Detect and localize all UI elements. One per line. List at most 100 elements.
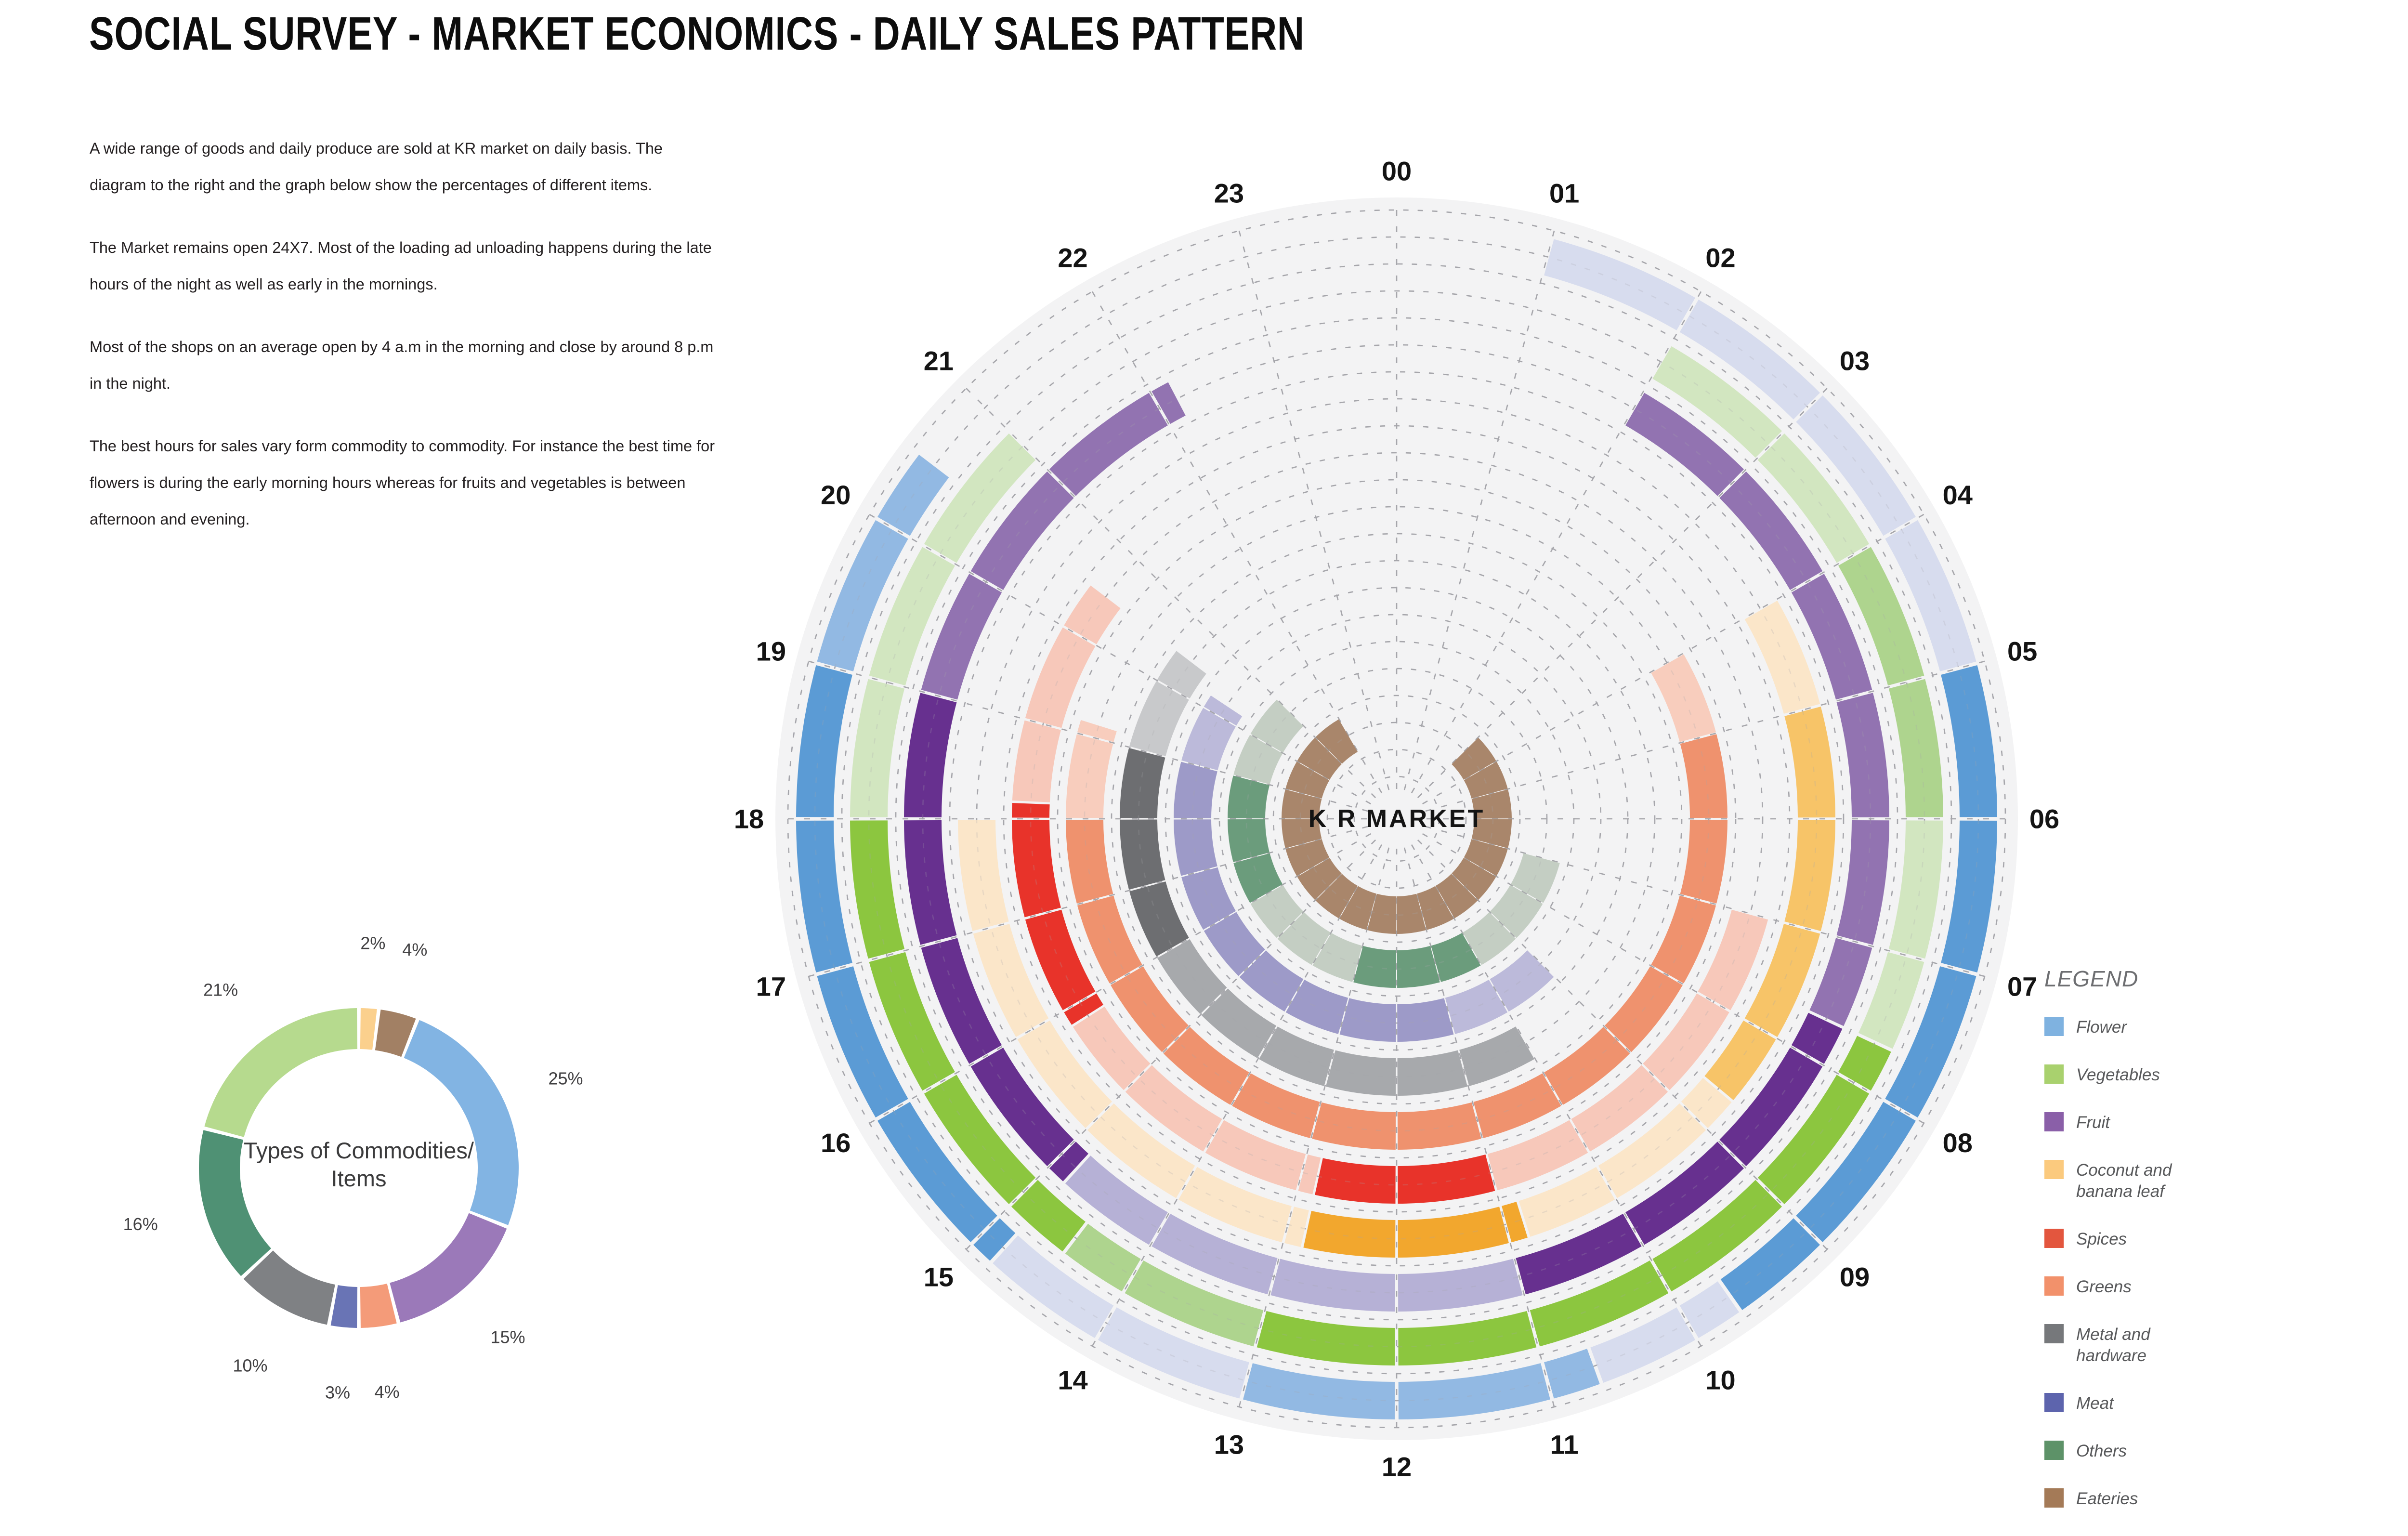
ring-segment-eateries — [1339, 886, 1376, 930]
ring-segment-fruit — [1049, 1142, 1088, 1182]
commodity-rings — [796, 239, 1997, 1419]
hour-label-02: 02 — [1705, 243, 1735, 273]
intro-text-block: A wide range of goods and daily produce … — [90, 130, 716, 564]
ring-segment-spices — [1571, 1065, 1668, 1152]
ring-segment-metal — [1120, 819, 1165, 890]
legend-label-fruit: Fruit — [2076, 1113, 2110, 1132]
hour-label-22: 22 — [1058, 243, 1087, 273]
ring-segment-metal — [1459, 1026, 1534, 1086]
ring-segment-vegetables — [1858, 952, 1924, 1049]
ring-segment-greens — [1680, 819, 1727, 904]
legend-label-eateries: Eateries — [2076, 1489, 2138, 1508]
ring-segment-vegetables — [924, 433, 1036, 563]
ring-segment-flower — [1398, 1363, 1550, 1419]
ring-segment-eateries — [1471, 789, 1512, 819]
ring-segment-flower — [1679, 300, 1820, 420]
ring-segment-coconut — [1704, 1020, 1776, 1100]
ring-segment-coconut — [1518, 1167, 1615, 1237]
ring-segment-eateries — [1417, 886, 1454, 930]
donut-slice-meat — [330, 1285, 358, 1328]
ring-segment-meat — [1181, 708, 1236, 771]
hour-label-19: 19 — [756, 636, 786, 666]
hour-label-21: 21 — [924, 345, 954, 376]
legend-swatch-icon-fruit — [2044, 1112, 2064, 1131]
ring-segment-vegetables — [1888, 820, 1943, 959]
ring-segment-fruit — [970, 1048, 1074, 1167]
hour-label-14: 14 — [1058, 1365, 1087, 1395]
ring-vegetables — [850, 346, 1943, 1365]
ring-segment-greens — [1397, 1102, 1481, 1150]
ring-flower — [796, 239, 1997, 1419]
ring-segment-flower — [973, 1218, 1016, 1261]
ring-segment-eateries — [1285, 839, 1330, 876]
ring-segment-vegetables — [1838, 547, 1924, 686]
legend-items: Flower Vegetables Fruit Coconut and banana … — [2044, 1017, 2343, 1510]
hour-label-11: 11 — [1550, 1430, 1579, 1460]
legend-item-fruit: Fruit — [2044, 1112, 2343, 1133]
ring-metal — [1120, 651, 1534, 1096]
donut-percent-label-meat: 3% — [325, 1382, 350, 1402]
donut-percent-label-vegetables: 21% — [203, 980, 238, 1000]
polar-grid — [784, 206, 2009, 1431]
legend-item-spices: Spices — [2044, 1229, 2343, 1250]
ring-segment-others — [1250, 885, 1304, 938]
ring-segment-coconut — [1681, 1078, 1732, 1129]
intro-paragraph-2: The Market remains open 24X7. Most of th… — [90, 239, 712, 293]
hour-labels: 00 01 02 03 04 05 06 07 08 09 10 11 12 13 14 15 16 17 18 19… — [734, 156, 2059, 1482]
legend-item-coconut: Coconut and banana leaf — [2044, 1160, 2343, 1202]
page-title: SOCIAL SURVEY - MARKET ECONOMICS - DAILY… — [89, 7, 1305, 60]
legend-swatch-icon-metal — [2044, 1324, 2064, 1343]
donut-percent-label-coconut: 2% — [360, 933, 385, 953]
ring-segment-meat — [1204, 695, 1243, 726]
ring-segment-spices — [1025, 627, 1096, 728]
ring-segment-vegetables — [1398, 1311, 1537, 1365]
ring-segment-fruit — [1791, 574, 1872, 700]
ring-segment-vegetables — [1125, 1260, 1264, 1347]
ring-segment-metal — [1129, 881, 1189, 957]
ring-segment-fruit — [1049, 393, 1168, 496]
ring-segment-eateries — [1464, 839, 1508, 876]
ring-segment-fruit — [1719, 471, 1823, 590]
donut-slice-vegetables — [204, 1008, 358, 1137]
ring-segment-coconut — [1178, 1167, 1292, 1243]
ring-segment-vegetables — [1065, 1223, 1141, 1292]
legend-label-spices: Spices — [2076, 1230, 2127, 1248]
donut-slice-fruit — [390, 1213, 507, 1323]
ring-segment-greens — [1544, 1026, 1630, 1105]
ring-segment-others — [1228, 819, 1270, 862]
ring-segment-others — [1463, 912, 1516, 965]
donut-slice-eateries — [375, 1010, 416, 1057]
daily-sales-radial-chart: 00 01 02 03 04 05 06 07 08 09 10 11 12 13 14 15 16 17 18 19… — [722, 142, 2071, 1491]
donut-slices — [199, 1008, 519, 1328]
donut-title: Types of Commodities/Items — [244, 1138, 474, 1191]
ring-segment-eateries — [1397, 893, 1426, 934]
ring-fruit — [904, 382, 1889, 1312]
ring-segment-flower — [1796, 1102, 1916, 1242]
legend-label-others: Others — [2076, 1442, 2127, 1460]
legend-item-vegetables: Vegetables — [2044, 1064, 2343, 1086]
legend-item-others: Others — [2044, 1441, 2343, 1462]
ring-segment-spices — [1012, 820, 1061, 918]
ring-segment-meat — [1239, 950, 1304, 1012]
ring-segment-metal — [1397, 1050, 1468, 1096]
legend-label-greens: Greens — [2076, 1277, 2132, 1296]
ring-others — [1228, 699, 1560, 988]
infographic-page: { "title": "SOCIAL SURVEY - MARKET ECONO… — [89, 7, 2172, 1508]
hour-label-06: 06 — [2029, 804, 2059, 834]
legend-swatch-icon-eateries — [2044, 1488, 2064, 1508]
donut-slice-greens — [360, 1283, 397, 1328]
legend-panel: LEGEND Flower Vegetables Fruit Coconut and … — [2044, 966, 2343, 1536]
ring-segment-metal — [1259, 1026, 1334, 1086]
hour-label-09: 09 — [1840, 1262, 1870, 1292]
ring-segment-greens — [1111, 966, 1189, 1052]
ring-segment-vegetables — [869, 952, 955, 1091]
ring-segment-eateries — [1452, 857, 1496, 900]
ring-segment-fruit — [1791, 1012, 1843, 1064]
ring-segment-vegetables — [1652, 1180, 1782, 1292]
donut-percent-label-eateries: 4% — [402, 940, 427, 959]
ring-segment-meat — [1174, 819, 1217, 876]
commodities-donut-chart: 2% 4% 25% 15% 4% 3% 10% 16% 21% Types of Commodit… — [118, 927, 600, 1409]
ring-segment-fruit — [1625, 393, 1744, 496]
legend-swatch-icon-coconut — [2044, 1160, 2064, 1179]
hour-label-04: 04 — [1943, 480, 1973, 510]
